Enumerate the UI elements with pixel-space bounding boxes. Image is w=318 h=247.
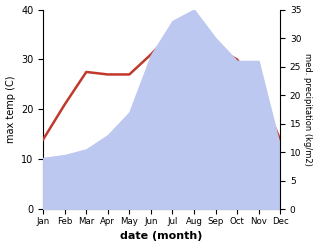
Y-axis label: med. precipitation (kg/m2): med. precipitation (kg/m2) [303, 53, 313, 166]
Y-axis label: max temp (C): max temp (C) [5, 76, 16, 143]
X-axis label: date (month): date (month) [121, 231, 203, 242]
